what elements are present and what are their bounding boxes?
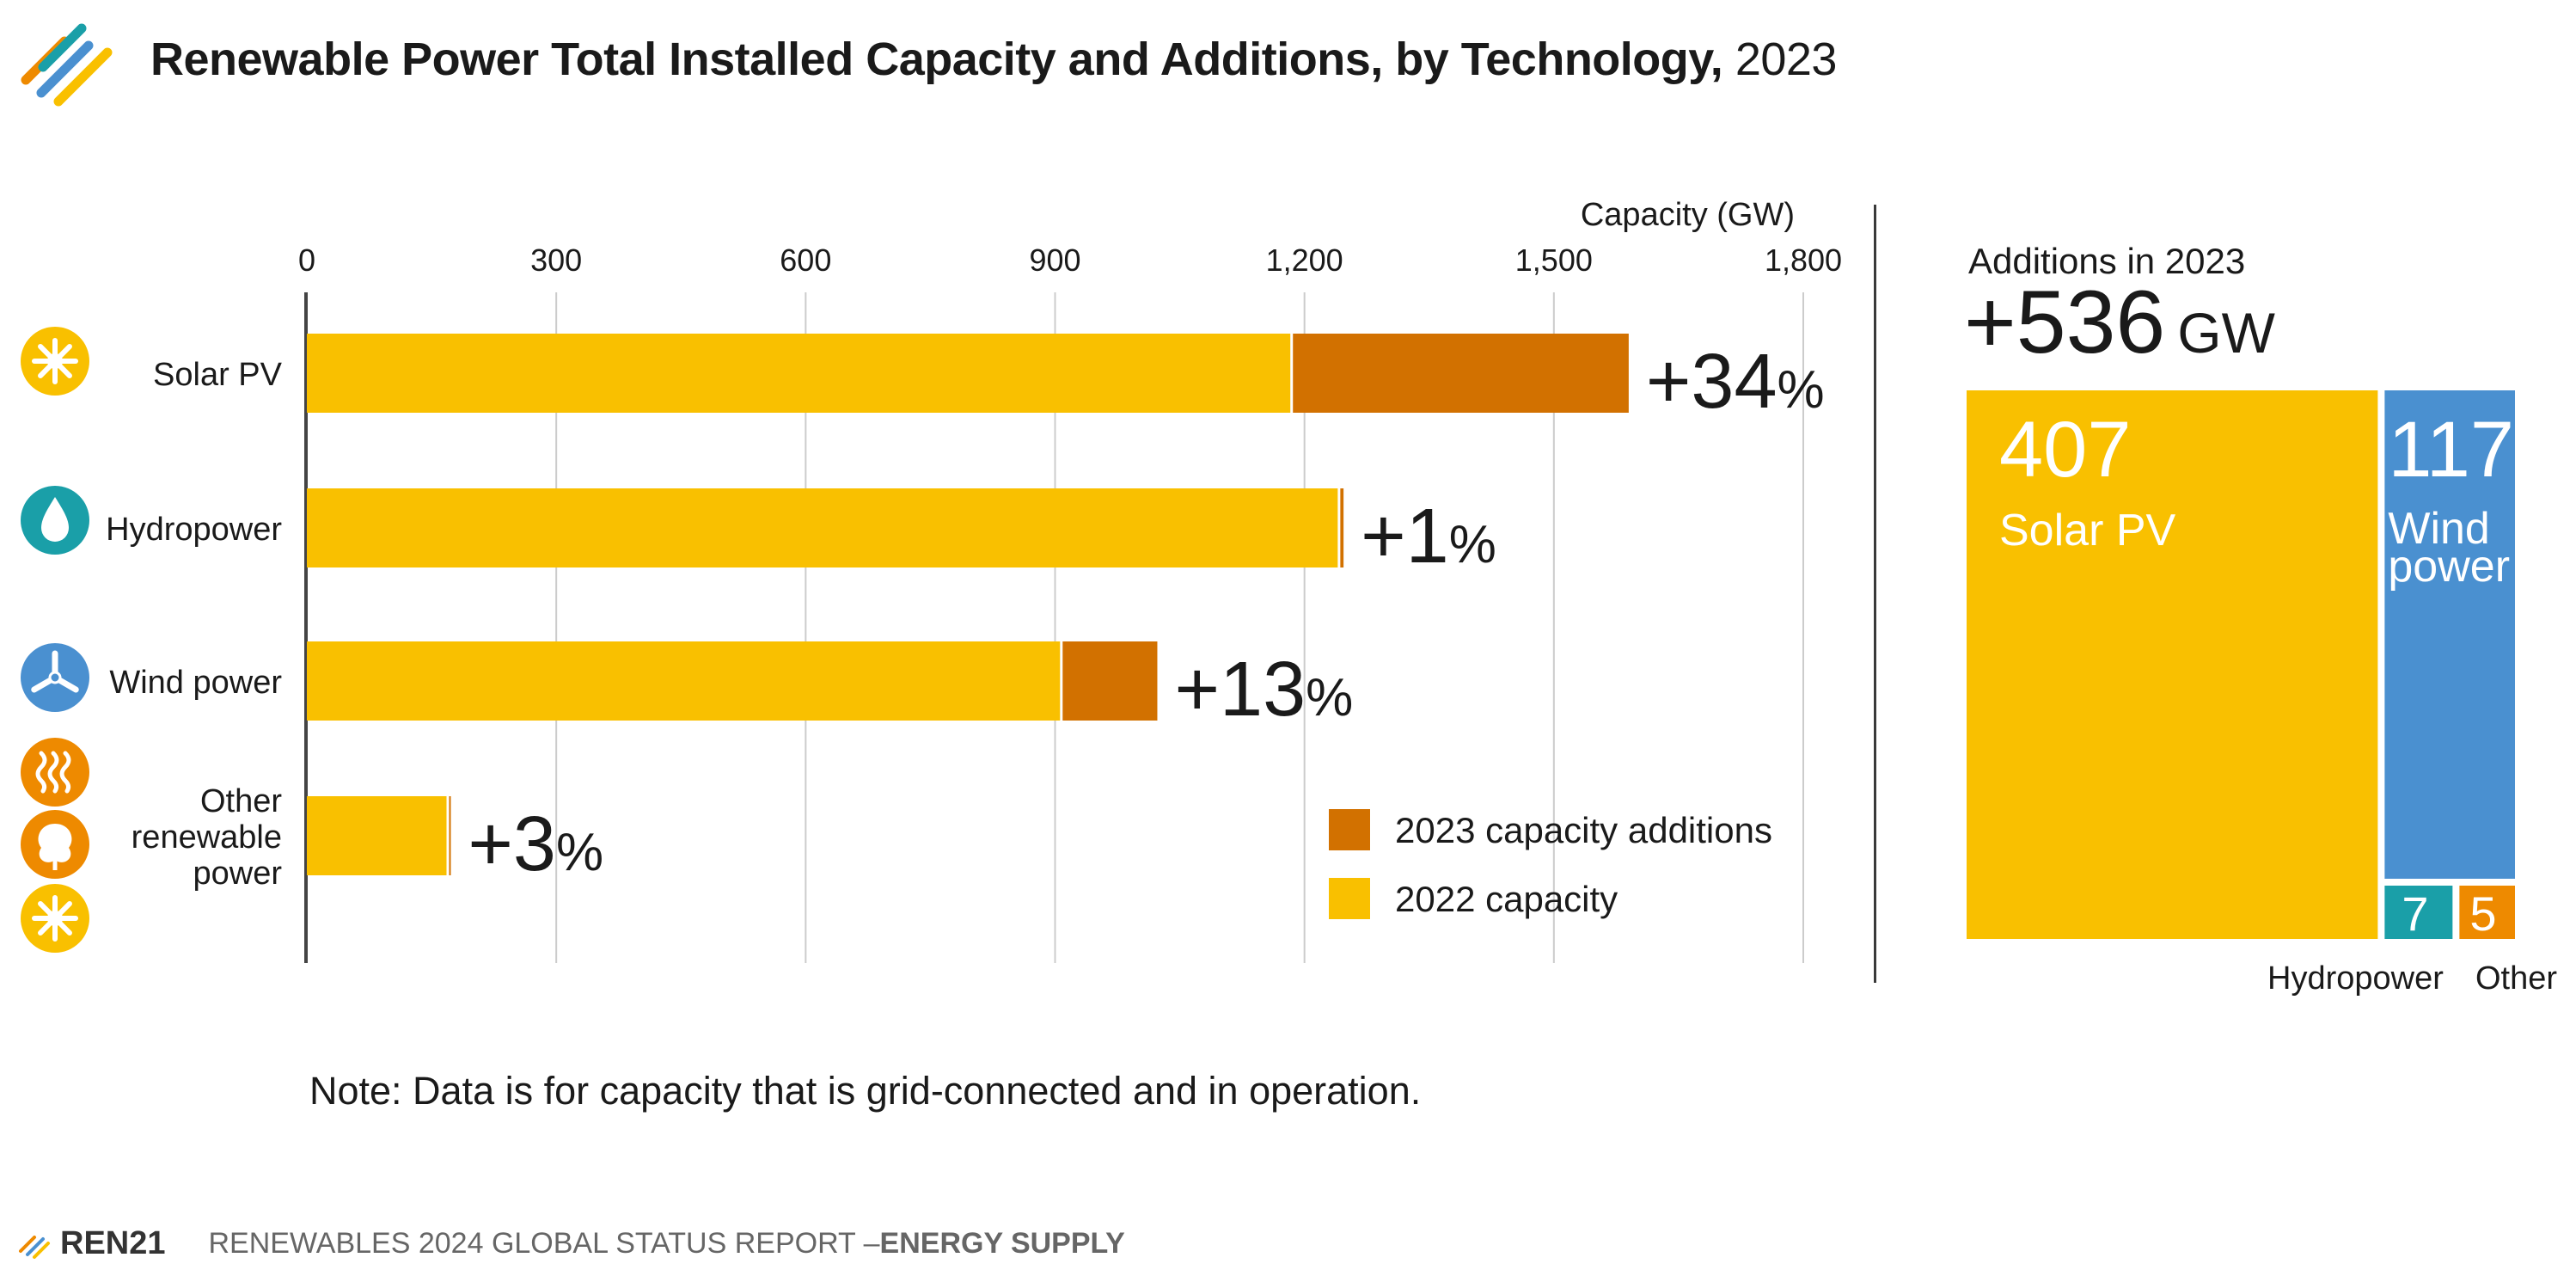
x-tick-label: 1,500	[1515, 242, 1593, 278]
sun-ray	[38, 344, 53, 359]
treemap-other	[2459, 886, 2515, 939]
treemap-solar-value: 407	[1999, 406, 2132, 494]
category-label: power	[193, 856, 283, 892]
geothermal-icon-bg	[21, 738, 89, 807]
heat-wave	[35, 751, 47, 794]
category-label: renewable	[132, 819, 282, 856]
growth-label: +1%	[1361, 494, 1496, 580]
note-text: Note: Data is for capacity that is grid-…	[309, 1069, 1422, 1113]
total-value: +536	[1964, 273, 2165, 372]
x-tick-label: 1,800	[1765, 242, 1842, 278]
growth-percent-sign: %	[1306, 668, 1353, 727]
treemap-hydro-label: Hydropower	[2267, 960, 2444, 997]
chart-title: Renewable Power Total Installed Capacity…	[150, 33, 1837, 86]
footer-brand: REN21	[60, 1225, 166, 1261]
sun-ray	[38, 363, 53, 378]
heat-wave	[47, 751, 59, 794]
treemap-wind-label: Wind	[2388, 504, 2489, 554]
growth-percent-sign: %	[1449, 515, 1496, 574]
bar-2023-additions	[1062, 641, 1158, 721]
bar-2023-additions	[1293, 334, 1629, 413]
growth-value: +34	[1646, 339, 1778, 425]
sun-ray	[57, 920, 72, 936]
legend-label-2022: 2022 capacity	[1395, 879, 1618, 919]
treemap-title: Additions in 2023	[1968, 241, 2245, 281]
sun-core	[47, 911, 63, 926]
heat-wave	[59, 751, 71, 794]
bar-2023-additions	[449, 796, 451, 875]
footer-section: ENERGY SUPPLY	[879, 1227, 1125, 1260]
footer-report: RENEWABLES 2024 GLOBAL STATUS REPORT –	[208, 1227, 880, 1260]
chart-canvas: Capacity (GW) 0 300 600 900 1,200 1,500 1,800 +3…	[21, 197, 2557, 997]
category-label: Solar PV	[153, 357, 283, 393]
bar-2022-capacity	[307, 334, 1291, 413]
treemap-hydro	[2384, 886, 2453, 939]
x-tick-label: 900	[1029, 242, 1080, 278]
sun-ray	[38, 901, 53, 917]
title-year: 2023	[1735, 34, 1838, 85]
sun-ray	[38, 920, 53, 936]
x-axis-title: Capacity (GW)	[1581, 197, 1795, 233]
wind-turbine-icon	[21, 643, 89, 712]
growth-percent-sign: %	[1778, 360, 1825, 420]
growth-value: +3	[468, 801, 556, 887]
bar-2022-capacity	[307, 796, 447, 875]
drop-shape	[41, 497, 69, 542]
growth-percent-sign: %	[556, 823, 603, 882]
growth-label: +3%	[468, 801, 603, 887]
bioenergy-icon	[21, 810, 89, 879]
total-unit: GW	[2177, 301, 2275, 365]
ren21-small-logo-icon	[19, 1235, 50, 1259]
treemap-hydro-value: 7	[2402, 886, 2428, 941]
x-tick-label: 1,200	[1266, 242, 1343, 278]
growth-label: +13%	[1174, 647, 1353, 733]
x-tick-label: 300	[530, 242, 582, 278]
tree-crown	[38, 824, 72, 862]
legend-swatch-2022	[1329, 878, 1370, 919]
title-main: Renewable Power Total Installed Capacity…	[150, 34, 1723, 85]
category-label: Hydropower	[106, 512, 282, 548]
treemap-total: +536 GW	[1964, 273, 2276, 372]
sun-core	[47, 353, 63, 369]
sun-icon	[21, 884, 89, 953]
sun-ray	[57, 363, 72, 378]
sun-ray	[57, 901, 72, 917]
turbine-hub	[48, 671, 62, 684]
legend-swatch-additions	[1329, 809, 1370, 850]
category-label: Other	[200, 783, 282, 819]
treemap-solar	[1967, 390, 2378, 939]
growth-value: +1	[1361, 494, 1449, 580]
category-label: Wind power	[109, 665, 282, 701]
growth-value: +13	[1174, 647, 1306, 733]
treemap-other-label: Other	[2475, 960, 2557, 997]
treemap-wind	[2384, 390, 2515, 879]
bar-2022-capacity	[307, 641, 1061, 721]
legend-label-additions: 2023 capacity additions	[1395, 810, 1772, 850]
bar-2022-capacity	[307, 488, 1338, 567]
x-tick-label: 0	[298, 242, 315, 278]
treemap-solar-label: Solar PV	[1999, 506, 2176, 555]
sun-ray	[57, 344, 72, 359]
ren21-logo-icon	[21, 23, 113, 107]
treemap-wind-value: 117	[2388, 406, 2514, 494]
water-drop-icon	[21, 486, 89, 555]
geothermal-icon	[21, 738, 89, 807]
treemap-wind-label-2: power	[2388, 542, 2510, 592]
sun-icon	[21, 327, 89, 396]
bar-2023-additions	[1340, 488, 1344, 567]
panel-divider	[1874, 205, 1876, 983]
treemap-other-value: 5	[2469, 886, 2496, 941]
growth-label: +34%	[1646, 339, 1825, 425]
footer: REN21 RENEWABLES 2024 GLOBAL STATUS REPO…	[17, 1225, 1125, 1262]
x-tick-label: 600	[780, 242, 831, 278]
